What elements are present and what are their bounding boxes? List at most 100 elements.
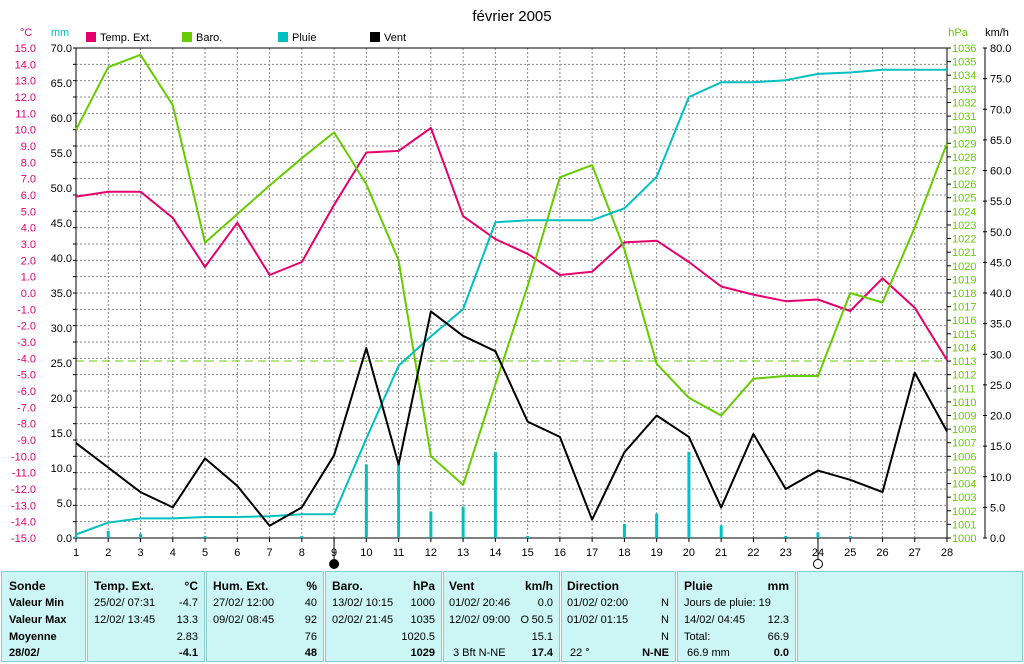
wind-tick-label: 80.0 — [990, 43, 1011, 55]
temp-tick-label: 3.0 — [21, 239, 36, 251]
temp-tick-label: 13.0 — [15, 76, 36, 88]
rain-tick-label: 45.0 — [51, 218, 72, 230]
baro-tick-label: 1029 — [952, 138, 976, 150]
rain-bar — [848, 535, 852, 538]
pluie-last: 0.0 — [773, 647, 789, 659]
wind-tick-label: 75.0 — [990, 74, 1011, 86]
temp-max-value: 13.3 — [176, 614, 198, 626]
rain-bar — [526, 535, 530, 538]
rain-bar — [74, 535, 78, 538]
rain-bar — [139, 533, 143, 538]
pluie-days: Jours de pluie: 19 — [684, 597, 771, 609]
wind-tick-label: 60.0 — [990, 166, 1011, 178]
legend-label-baro: Baro. — [196, 32, 222, 44]
rain-bar — [429, 511, 433, 538]
wind-tick-label: 45.0 — [990, 257, 1011, 269]
x-tick-label: 18 — [618, 547, 630, 559]
hum-min-date: 27/02/ 12:00 — [213, 597, 275, 609]
panel-vent-title: Vent — [449, 579, 475, 593]
pluie-max-date: 14/02/ 04:45 — [684, 614, 746, 626]
baro-min-value: 1000 — [410, 597, 435, 609]
panel-direction-title: Direction — [567, 579, 620, 593]
baro-tick-label: 1013 — [952, 356, 976, 368]
dir-avg: N — [661, 631, 669, 643]
row-label-max: Valeur Max — [9, 614, 67, 626]
rain-tick-label: 40.0 — [51, 253, 72, 265]
baro-tick-label: 1011 — [952, 383, 976, 395]
x-tick-label: 10 — [360, 547, 372, 559]
series-lines — [75, 53, 948, 536]
rain-tick-label: 5.0 — [57, 498, 72, 510]
panel-baro: Baro. hPa 13/02/ 10:15 1000 02/02/ 21:45… — [325, 571, 442, 662]
hum-max-value: 92 — [304, 614, 317, 626]
rain-tick-label: 65.0 — [51, 78, 72, 90]
baro-tick-label: 1000 — [952, 533, 976, 545]
temp-tick-label: 12.0 — [15, 92, 36, 104]
series-line-temp — [75, 127, 948, 361]
temp-tick-label: -12.0 — [11, 484, 36, 496]
baro-tick-label: 1031 — [952, 111, 976, 123]
baro-tick-label: 1002 — [952, 506, 976, 518]
temp-tick-label: -10.0 — [11, 451, 36, 463]
baro-tick-label: 1007 — [952, 438, 976, 450]
x-tick-label: 28 — [941, 547, 953, 559]
hum-min-value: 40 — [304, 597, 317, 609]
temp-tick-label: 14.0 — [15, 59, 36, 71]
panel-empty — [797, 571, 1023, 662]
panel-pluie-unit: mm — [767, 579, 789, 593]
panel-pluie-title: Pluie — [684, 579, 713, 593]
row-label-avg: Moyenne — [9, 631, 57, 643]
rain-tick-label: 20.0 — [51, 393, 72, 405]
temp-avg: 2.83 — [176, 631, 198, 643]
baro-max-value: 1035 — [410, 614, 435, 626]
legend-label-rain: Pluie — [292, 32, 316, 44]
rain-tick-label: 70.0 — [51, 43, 72, 55]
temp-tick-label: -1.0 — [17, 304, 36, 316]
rain-bar — [203, 535, 207, 538]
pluie-total-value: 66.9 — [767, 631, 789, 643]
temp-tick-label: -2.0 — [17, 321, 36, 333]
baro-last: 1029 — [410, 647, 435, 659]
baro-tick-label: 1033 — [952, 84, 976, 96]
rain-bar — [622, 524, 626, 538]
vent-min-value: 0.0 — [537, 597, 553, 609]
temp-tick-label: -4.0 — [17, 353, 36, 365]
baro-tick-label: 1012 — [952, 370, 976, 382]
wind-tick-label: 70.0 — [990, 104, 1011, 116]
temp-tick-label: -15.0 — [11, 533, 36, 545]
legend-swatch-baro — [182, 32, 192, 42]
temp-tick-label: -7.0 — [17, 402, 36, 414]
axes: -15.0 -14.0 -13.0 -12.0 -11.0 -10.0 -9.0 -8.0 -7… — [11, 27, 1012, 559]
temp-tick-label: 1.0 — [21, 272, 36, 284]
x-tick-label: 19 — [651, 547, 663, 559]
temp-tick-label: 7.0 — [21, 174, 36, 186]
baro-tick-label: 1035 — [952, 57, 976, 69]
baro-tick-label: 1003 — [952, 492, 976, 504]
wind-tick-label: 10.0 — [990, 472, 1011, 484]
rain-bar — [784, 535, 788, 538]
temp-max-date: 12/02/ 13:45 — [94, 614, 156, 626]
wind-tick-label: 35.0 — [990, 319, 1011, 331]
moon-new-icon — [329, 559, 340, 569]
baro-tick-label: 1005 — [952, 465, 976, 477]
x-tick-label: 22 — [747, 547, 759, 559]
rain-tick-label: 15.0 — [51, 428, 72, 440]
rain-bar — [364, 464, 368, 538]
rain-bar — [300, 535, 304, 538]
temp-tick-label: -8.0 — [17, 419, 36, 431]
wind-tick-label: 15.0 — [990, 441, 1011, 453]
series-line-rain — [75, 68, 947, 536]
rain-tick-label: 0.0 — [57, 533, 72, 545]
temp-min-value: -4.7 — [179, 597, 198, 609]
x-tick-label: 17 — [586, 547, 598, 559]
temp-tick-label: 15.0 — [15, 43, 36, 55]
x-tick-label: 23 — [780, 547, 792, 559]
legend: Temp. Ext. Baro. Pluie Vent — [86, 32, 406, 44]
baro-tick-label: 1014 — [952, 342, 976, 354]
rain-tick-label: 35.0 — [51, 288, 72, 300]
baro-tick-label: 1026 — [952, 179, 976, 191]
dir-min-date: 01/02/ 02:00 — [567, 597, 629, 609]
wind-tick-label: 5.0 — [990, 502, 1005, 514]
panel-hum-title: Hum. Ext. — [213, 579, 269, 593]
baro-axis-unit: hPa — [948, 27, 968, 39]
